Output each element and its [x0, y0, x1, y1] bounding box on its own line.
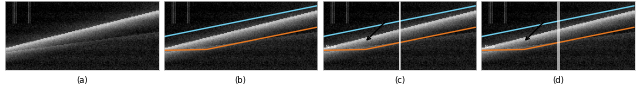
- Text: (c): (c): [394, 76, 405, 85]
- Text: (a): (a): [76, 76, 88, 85]
- Text: (b): (b): [235, 76, 246, 85]
- Text: Noise: Noise: [326, 45, 337, 49]
- Text: (d): (d): [552, 76, 564, 85]
- Text: Noise: Noise: [484, 45, 495, 49]
